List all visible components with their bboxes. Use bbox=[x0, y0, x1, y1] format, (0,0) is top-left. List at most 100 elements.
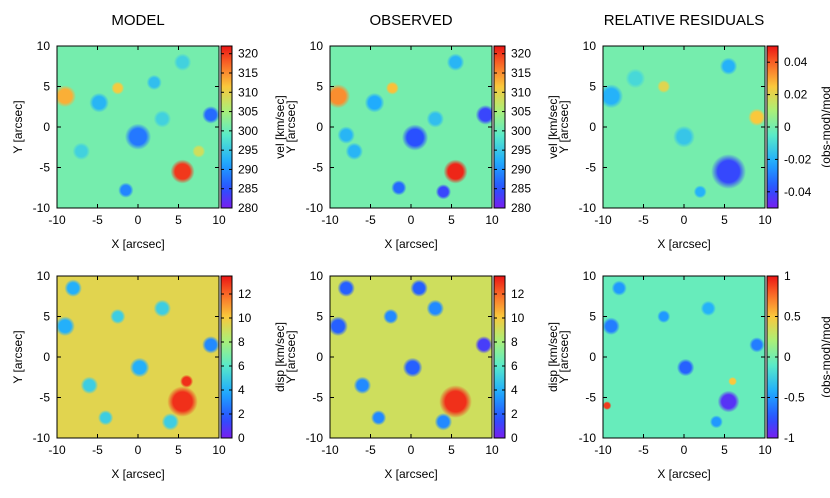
map-feature bbox=[118, 182, 134, 198]
y-tick-label: 10 bbox=[37, 39, 51, 53]
colorbar bbox=[493, 275, 506, 439]
map-feature bbox=[426, 299, 445, 318]
colorbar-label: vel [km/sec] bbox=[273, 95, 287, 158]
map-feature bbox=[202, 336, 219, 354]
y-tick-label: -5 bbox=[39, 161, 50, 175]
colorbar-tick-label: 305 bbox=[238, 105, 258, 119]
map-feature bbox=[401, 124, 429, 151]
map-feature bbox=[337, 126, 355, 144]
map-feature bbox=[167, 386, 198, 417]
map-feature bbox=[345, 142, 364, 161]
y-tick-label: -5 bbox=[585, 161, 596, 175]
map-feature bbox=[657, 79, 671, 94]
colorbar-tick-label: 0.5 bbox=[784, 310, 801, 324]
y-axis-label: Y [arcsec] bbox=[557, 330, 571, 383]
y-tick-label: 0 bbox=[43, 120, 50, 134]
colorbar-tick-label: 10 bbox=[511, 311, 525, 325]
x-axis-label: X [arcsec] bbox=[111, 237, 164, 251]
map-feature bbox=[180, 374, 194, 388]
y-tick-label: 10 bbox=[310, 269, 324, 283]
y-tick-label: -5 bbox=[312, 391, 323, 405]
y-tick-label: 0 bbox=[316, 120, 323, 134]
map-feature bbox=[719, 57, 738, 75]
colorbar-tick-label: 295 bbox=[238, 143, 258, 157]
map-feature bbox=[153, 110, 172, 128]
map-background bbox=[603, 276, 765, 438]
map-feature bbox=[603, 317, 620, 335]
map-feature bbox=[97, 410, 114, 426]
map-feature bbox=[57, 316, 75, 337]
x-axis-label: X [arcsec] bbox=[384, 237, 437, 251]
y-tick-label: -10 bbox=[33, 431, 51, 445]
x-tick-label: 0 bbox=[408, 443, 415, 457]
map-feature bbox=[693, 185, 707, 199]
colorbar-tick-label: 6 bbox=[238, 359, 245, 373]
colorbar bbox=[220, 45, 233, 209]
colorbar-tick-label: 285 bbox=[238, 182, 258, 196]
map-feature bbox=[124, 123, 152, 150]
panel-4: -10 -5 0 5 10 -10 -5 0 5 10 X [arcsec] Y [arcsec] 0 2… bbox=[11, 269, 287, 481]
colorbar-label: disp [km/sec] bbox=[273, 322, 287, 392]
colorbar-tick-label: 4 bbox=[511, 383, 518, 397]
y-tick-label: -10 bbox=[579, 431, 597, 445]
map-feature bbox=[603, 84, 624, 109]
colorbar-tick-label: 300 bbox=[238, 124, 258, 138]
x-tick-label: 0 bbox=[681, 443, 688, 457]
map-feature bbox=[110, 308, 126, 325]
x-tick-label: 10 bbox=[212, 443, 226, 457]
x-tick-label: -5 bbox=[638, 443, 649, 457]
colorbar bbox=[493, 45, 506, 209]
map-feature bbox=[603, 401, 612, 410]
y-tick-label: 10 bbox=[583, 269, 597, 283]
y-tick-label: 0 bbox=[589, 120, 596, 134]
map-feature bbox=[676, 358, 695, 377]
map-feature bbox=[434, 413, 453, 431]
colorbar-tick-label: 280 bbox=[238, 201, 258, 215]
x-tick-label: -10 bbox=[594, 213, 612, 227]
map-feature bbox=[330, 316, 348, 337]
x-tick-label: -5 bbox=[92, 213, 103, 227]
colorbar-tick-label: 2 bbox=[511, 407, 518, 421]
colorbar-tick-label: 285 bbox=[511, 182, 531, 196]
x-axis-label: X [arcsec] bbox=[384, 467, 437, 481]
x-axis-label: X [arcsec] bbox=[111, 467, 164, 481]
y-axis-label: Y [arcsec] bbox=[284, 330, 298, 383]
colorbar-tick-label: 0 bbox=[238, 431, 245, 445]
colorbar-tick-label: 310 bbox=[511, 85, 531, 99]
colorbar-tick-label: 0 bbox=[511, 431, 518, 445]
x-tick-label: 10 bbox=[212, 213, 226, 227]
map-feature bbox=[446, 53, 465, 71]
y-axis-label: Y [arcsec] bbox=[557, 100, 571, 153]
colorbar-tick-label: 10 bbox=[238, 311, 252, 325]
map-feature bbox=[64, 279, 82, 297]
map-feature bbox=[402, 357, 423, 378]
map-feature bbox=[129, 357, 150, 378]
y-tick-label: 5 bbox=[43, 80, 50, 94]
colorbar-tick-label: 290 bbox=[238, 162, 258, 176]
map-feature bbox=[111, 81, 125, 95]
x-tick-label: 10 bbox=[758, 443, 772, 457]
map-feature bbox=[748, 108, 765, 127]
x-tick-label: 0 bbox=[408, 213, 415, 227]
map-feature bbox=[173, 53, 192, 71]
x-tick-label: -5 bbox=[92, 443, 103, 457]
colorbar-tick-label: 320 bbox=[238, 47, 258, 61]
map-feature bbox=[611, 280, 627, 296]
y-tick-label: -10 bbox=[33, 201, 51, 215]
y-tick-label: 5 bbox=[589, 80, 596, 94]
x-tick-label: -5 bbox=[638, 213, 649, 227]
map-feature bbox=[353, 376, 372, 395]
colorbar-label: (obs-mod)/mod bbox=[819, 316, 830, 397]
colorbar-label: vel [km/sec] bbox=[546, 95, 560, 158]
x-tick-label: 10 bbox=[758, 213, 772, 227]
map-feature bbox=[475, 336, 492, 354]
colorbar-tick-label: 8 bbox=[511, 335, 518, 349]
map-area bbox=[57, 276, 219, 438]
colorbar-tick-label: 310 bbox=[238, 85, 258, 99]
colorbar-label: (obs-mod)/mod bbox=[819, 86, 830, 167]
panel-2: -10 -5 0 5 10 -10 -5 0 5 10 X [arcsec] Y [arcsec] OB… bbox=[284, 12, 560, 251]
x-tick-label: 5 bbox=[175, 443, 182, 457]
x-tick-label: 10 bbox=[485, 443, 499, 457]
colorbar-tick-label: 315 bbox=[238, 66, 258, 80]
x-tick-label: -5 bbox=[365, 213, 376, 227]
